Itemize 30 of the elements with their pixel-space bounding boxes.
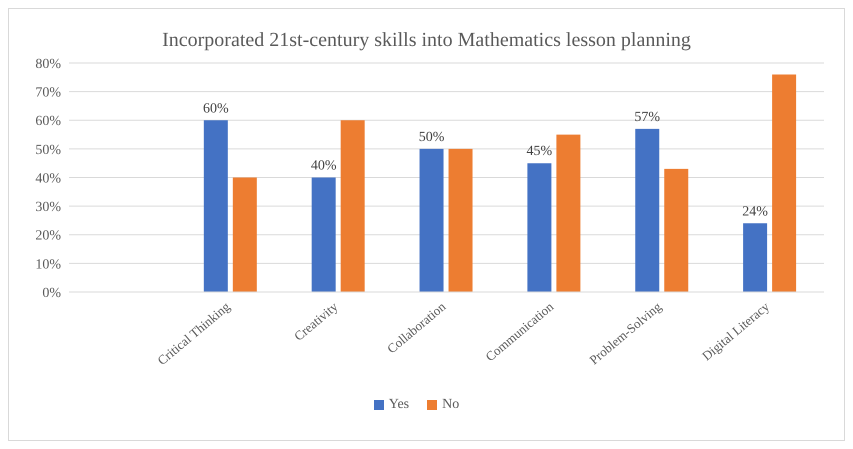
- y-tick-label: 0%: [42, 286, 62, 301]
- y-tick-label: 80%: [35, 56, 62, 72]
- data-label: 50%: [418, 130, 445, 145]
- data-label: 24%: [742, 204, 768, 220]
- legend-label: Yes: [388, 397, 410, 413]
- y-tick-label: 20%: [35, 228, 62, 244]
- bar: [448, 148, 473, 292]
- bar: [664, 168, 688, 292]
- data-label: 57%: [634, 110, 660, 125]
- bar: [635, 128, 660, 292]
- y-tick-label: 40%: [35, 171, 62, 186]
- legend-label: No: [441, 397, 460, 413]
- data-label: 60%: [202, 101, 229, 116]
- bar: [527, 163, 552, 292]
- y-tick-label: 60%: [35, 114, 62, 130]
- bar: [772, 74, 796, 292]
- y-tick-label: 30%: [35, 200, 62, 216]
- bar: [743, 223, 768, 292]
- bar: [204, 120, 228, 292]
- y-tick-label: 10%: [35, 257, 62, 272]
- bar: [312, 178, 336, 292]
- data-label: 40%: [310, 158, 337, 174]
- bar: [340, 120, 365, 292]
- bar: [556, 134, 580, 292]
- bar: [232, 178, 257, 292]
- y-tick-label: 70%: [35, 86, 62, 101]
- y-tick-label: 50%: [35, 142, 62, 158]
- data-label: 45%: [526, 144, 553, 160]
- bar: [420, 148, 444, 292]
- chart-title: Incorporated 21st-century skills into Mathematics lesson planning: [161, 28, 692, 53]
